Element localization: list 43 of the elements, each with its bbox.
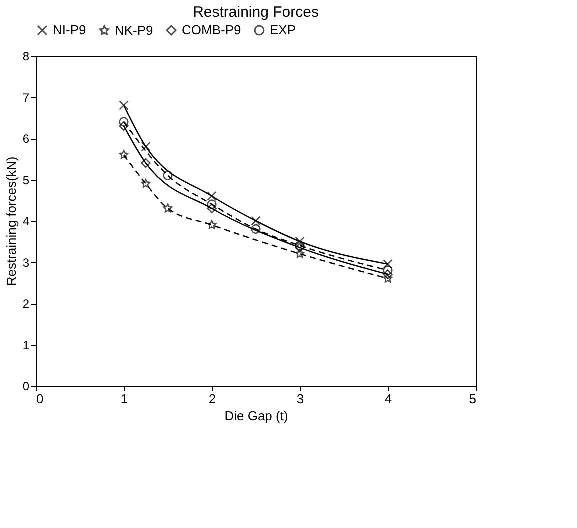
point (207, 200, 217, 210)
point (383, 270, 393, 280)
point (383, 266, 393, 276)
y-tick-label: 8 (22, 50, 30, 64)
y-tick-label: 2 (22, 297, 30, 311)
legend-label: NK-P9 (115, 22, 154, 38)
point (207, 191, 217, 202)
y-tick-label: 6 (22, 132, 30, 146)
x-axis-title: Die Gap (t) (224, 408, 288, 424)
point (119, 150, 129, 160)
x-tick-label: 2 (208, 392, 216, 406)
y-tick-label: 5 (22, 173, 30, 188)
point (119, 117, 129, 127)
legend-label: COMB-P9 (182, 22, 242, 38)
point (141, 158, 151, 168)
legend-label: EXP (270, 22, 296, 38)
x-tick-label: 3 (296, 392, 304, 406)
y-tick-label: 3 (22, 256, 30, 270)
chart-title: Restraining Forces (193, 4, 319, 21)
point (163, 204, 173, 213)
x-tick-label: 5 (469, 392, 476, 406)
x-tick-label: 0 (36, 392, 44, 406)
point (207, 204, 217, 214)
point (251, 224, 261, 234)
point (119, 121, 129, 131)
x-tick-label: 4 (384, 392, 392, 406)
point (163, 170, 173, 180)
point (383, 259, 393, 270)
point (141, 179, 151, 188)
point (295, 249, 305, 258)
point (141, 142, 151, 152)
y-tick-label: 1 (22, 338, 30, 352)
y-axis-title: Restraining forces(kN) (4, 156, 19, 286)
point (251, 216, 261, 226)
y-tick-label: 0 (22, 380, 30, 394)
y-tick-label: 7 (22, 90, 30, 105)
point (207, 220, 217, 230)
point (295, 236, 305, 246)
point (383, 274, 393, 283)
y-tick-label: 4 (22, 214, 30, 228)
legend-label: NI-P9 (53, 22, 86, 38)
point (119, 100, 129, 110)
x-tick-label: 1 (120, 392, 128, 406)
